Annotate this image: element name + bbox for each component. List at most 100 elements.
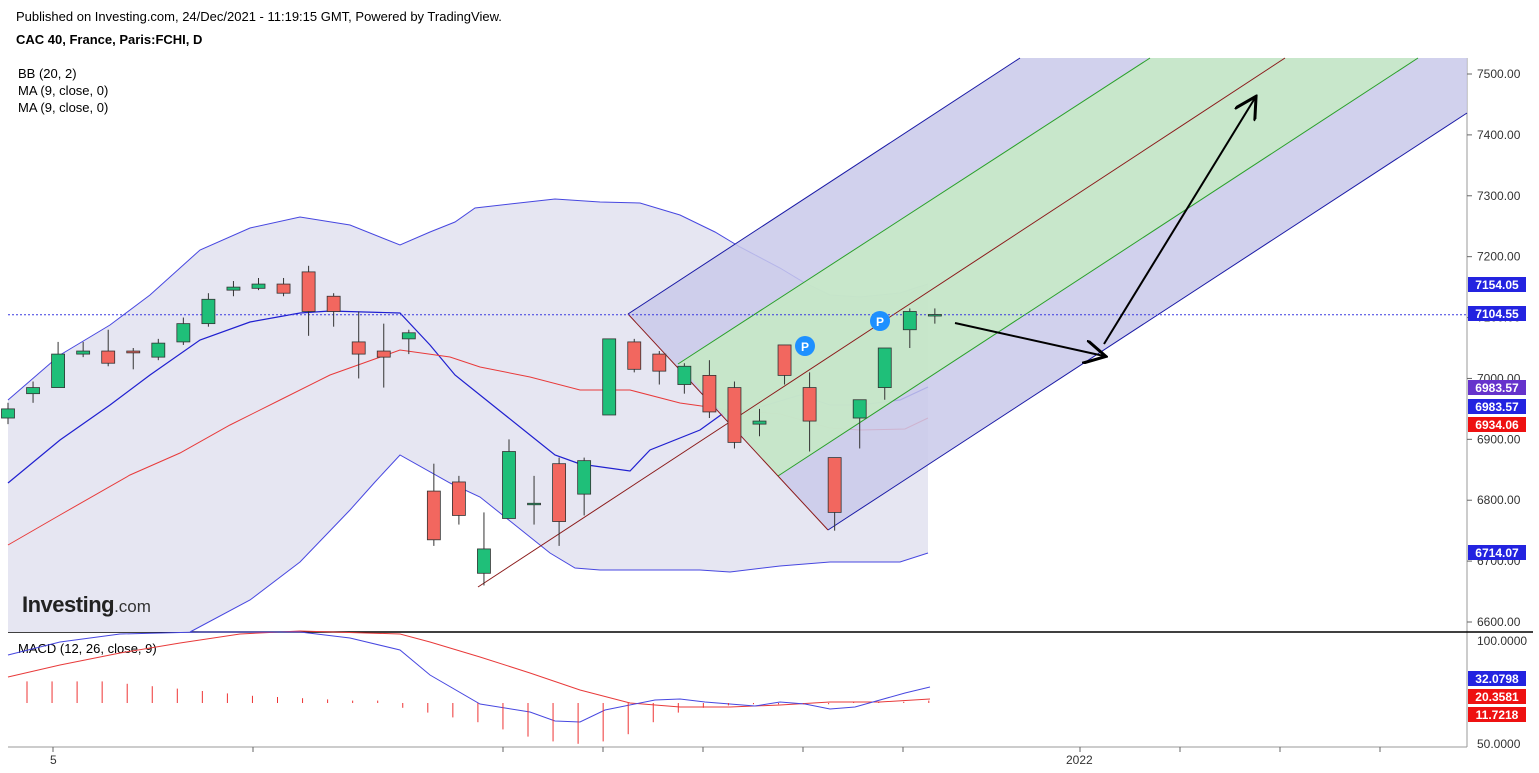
macd-histogram [26,681,930,744]
candle-body-down [101,350,116,364]
candle[interactable] [51,341,65,388]
candle[interactable] [552,457,566,546]
candle[interactable] [376,323,391,388]
candle-body-up [1,408,15,419]
y-tick-label: 7400.00 [1477,128,1521,142]
candle-body-down [301,271,316,312]
indicator-label-ma-1[interactable]: MA (9, close, 0) [18,83,109,98]
arrow-up[interactable] [1103,98,1255,345]
candle-body-down [827,457,842,513]
bb-lower-line [189,454,929,633]
candle[interactable] [76,341,91,358]
candle[interactable] [176,317,191,345]
y-tick-label: 6900.00 [1477,432,1521,446]
candle[interactable] [727,381,742,449]
symbol-title: CAC 40, France, Paris:FCHI, D [16,32,203,47]
candle-body-down [702,374,717,413]
candle-body-down [376,350,391,358]
candle-body-up [51,353,65,388]
published-line: Published on Investing.com, 24/Dec/2021 … [16,9,502,24]
candle[interactable] [201,293,216,327]
candle-body-up [76,350,91,355]
candle-body-up [677,365,692,385]
investing-logo: Investing.com [22,592,151,618]
candle[interactable] [527,475,541,525]
indicator-label-bb[interactable]: BB (20, 2) [18,66,77,81]
macd-signal-line [7,630,931,708]
candle-body-down [802,387,817,422]
candle[interactable] [877,347,892,400]
candle[interactable] [652,351,667,385]
candle[interactable] [502,439,516,519]
candle[interactable] [927,308,942,324]
candle-body-up [502,451,516,519]
candle-body-down [276,283,291,294]
candle[interactable] [151,338,166,361]
y-tick-label: 7500.00 [1477,67,1521,81]
candle-body-up [527,502,541,506]
candle[interactable] [752,408,767,437]
candle[interactable] [902,308,917,348]
candle[interactable] [301,265,316,336]
value-tag-bg [1468,417,1526,432]
pivot-marker[interactable]: P [795,336,815,356]
candle-body-down [426,490,441,541]
arrow-down[interactable] [954,322,1104,356]
macd-tag-2: 20.3581 [1468,689,1526,704]
candle[interactable] [351,311,366,379]
candle[interactable] [852,399,867,449]
candles-group [1,265,942,586]
value-tag-text: 7104.55 [1475,307,1519,321]
value-tag-bg [1468,380,1526,395]
indicator-label-ma-2[interactable]: MA (9, close, 0) [18,100,109,115]
candle[interactable] [101,329,116,367]
candle[interactable] [26,381,40,403]
candle[interactable] [126,348,141,370]
y-axis-ticks: 7500.007400.007300.007200.007100.007000.… [1467,67,1521,629]
y-tick-label: 6800.00 [1477,493,1521,507]
candle[interactable] [226,281,241,297]
x-tick-label-5: 5 [50,753,57,767]
candle-body-up [226,286,241,291]
candle-body-down [126,350,141,354]
candle[interactable] [276,277,291,297]
candle[interactable] [827,457,842,531]
candle[interactable] [677,363,692,394]
value-tag-bg [1468,277,1526,292]
candle[interactable] [426,463,441,546]
candle[interactable] [702,360,717,419]
pivot-marker[interactable]: P [870,311,890,331]
macd-line [7,631,931,723]
value-tag-text: 6983.57 [1475,400,1519,414]
candle[interactable] [326,293,341,327]
macd-pane: 100.0000 50.0000 32.0798 20.3581 11.7218 [7,630,1527,751]
candle-body-down [777,344,792,376]
y-tick-label: 7300.00 [1477,189,1521,203]
pitchfork-inner-lower-line [777,57,1419,477]
candle[interactable] [451,475,466,525]
pitchfork-inner-fill [678,58,1418,476]
candle-body-down [652,353,667,372]
candle[interactable] [627,338,642,373]
candle-body-up [176,323,191,343]
pivot-marker-p: P [801,340,809,354]
macd-y-tick-100: 100.0000 [1477,634,1527,648]
macd-tag-2-text: 20.3581 [1475,690,1519,704]
value-tag-bg [1468,545,1526,560]
candle[interactable] [802,372,817,452]
candle-body-up [401,332,416,340]
candle[interactable] [602,338,617,416]
candle[interactable] [401,329,416,355]
value-tags: 7154.05 7104.55 6983.57 6983.57 6934.06 6714.… [1468,277,1526,560]
value-tag-text: 6714.07 [1475,546,1519,560]
candle[interactable] [1,402,15,425]
macd-tag-1: 32.0798 [1468,671,1526,686]
candle[interactable] [577,457,592,516]
candle[interactable] [477,512,491,586]
candle[interactable] [251,277,266,291]
macd-y-tick-50: 50.0000 [1477,737,1521,751]
candle-body-up [577,460,592,495]
candle[interactable] [777,344,792,385]
macd-tag-3-text: 11.7218 [1476,708,1519,722]
